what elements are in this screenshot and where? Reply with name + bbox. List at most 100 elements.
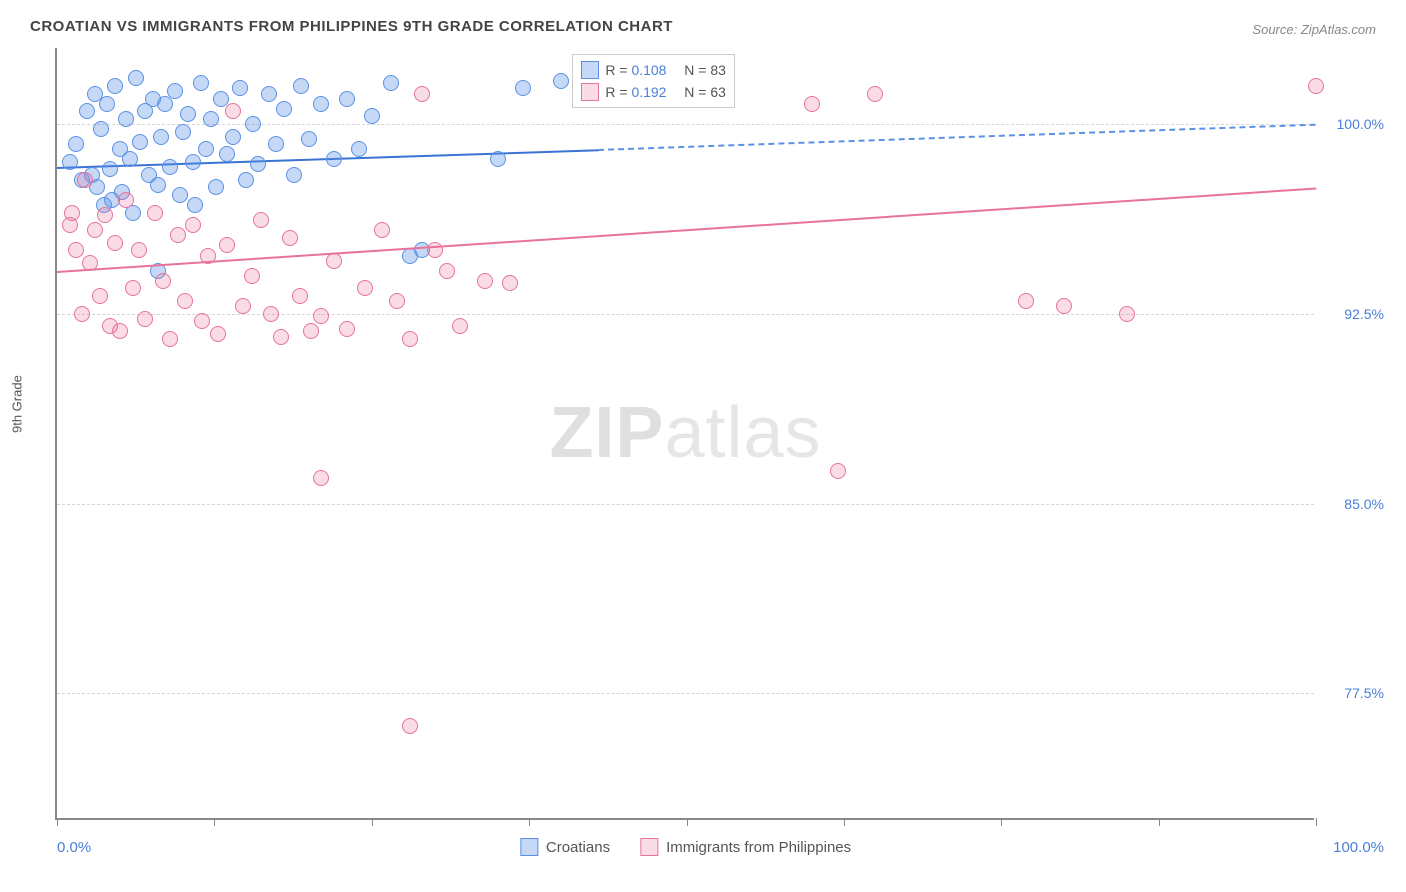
- data-point: [351, 141, 367, 157]
- data-point: [180, 106, 196, 122]
- data-point: [118, 111, 134, 127]
- data-point: [225, 103, 241, 119]
- data-point: [185, 217, 201, 233]
- bottom-legend-label: Croatians: [546, 839, 610, 856]
- data-point: [107, 78, 123, 94]
- data-point: [175, 124, 191, 140]
- data-point: [132, 134, 148, 150]
- correlation-legend: R = 0.108 N = 83 R = 0.192 N = 63: [572, 54, 735, 108]
- gridline: [57, 693, 1314, 694]
- data-point: [477, 273, 493, 289]
- data-point: [77, 172, 93, 188]
- data-point: [213, 91, 229, 107]
- data-point: [79, 103, 95, 119]
- data-point: [1056, 298, 1072, 314]
- data-point: [263, 306, 279, 322]
- data-point: [210, 326, 226, 342]
- data-point: [235, 298, 251, 314]
- data-point: [357, 280, 373, 296]
- x-axis-max-label: 100.0%: [1333, 839, 1384, 856]
- bottom-legend-label: Immigrants from Philippines: [666, 839, 851, 856]
- data-point: [804, 96, 820, 112]
- data-point: [87, 222, 103, 238]
- data-point: [200, 248, 216, 264]
- data-point: [170, 227, 186, 243]
- legend-row: R = 0.108 N = 83: [581, 59, 726, 81]
- data-point: [232, 80, 248, 96]
- legend-swatch: [640, 838, 658, 856]
- data-point: [245, 116, 261, 132]
- watermark-zip: ZIP: [549, 393, 664, 473]
- x-tick: [1001, 818, 1002, 826]
- data-point: [293, 78, 309, 94]
- data-point: [553, 73, 569, 89]
- data-point: [339, 321, 355, 337]
- data-point: [273, 329, 289, 345]
- x-tick: [1316, 818, 1317, 826]
- data-point: [867, 86, 883, 102]
- data-point: [172, 187, 188, 203]
- data-point: [402, 718, 418, 734]
- data-point: [208, 179, 224, 195]
- legend-r-text: R = 0.192 N = 63: [605, 84, 726, 100]
- watermark-atlas: atlas: [664, 393, 821, 473]
- x-tick: [57, 818, 58, 826]
- data-point: [219, 146, 235, 162]
- regression-line: [57, 187, 1316, 273]
- data-point: [439, 263, 455, 279]
- data-point: [414, 86, 430, 102]
- data-point: [82, 255, 98, 271]
- data-point: [203, 111, 219, 127]
- x-tick: [844, 818, 845, 826]
- data-point: [162, 159, 178, 175]
- data-point: [313, 470, 329, 486]
- data-point: [292, 288, 308, 304]
- x-tick: [1159, 818, 1160, 826]
- data-point: [374, 222, 390, 238]
- data-point: [194, 313, 210, 329]
- chart-plot-area: 9th Grade ZIPatlas 0.0% 100.0% R = 0.108…: [55, 48, 1314, 820]
- x-tick: [214, 818, 215, 826]
- x-tick: [529, 818, 530, 826]
- data-point: [107, 235, 123, 251]
- data-point: [112, 323, 128, 339]
- data-point: [137, 311, 153, 327]
- data-point: [389, 293, 405, 309]
- data-point: [830, 463, 846, 479]
- data-point: [198, 141, 214, 157]
- y-tick-label: 100.0%: [1337, 116, 1384, 132]
- y-tick-label: 92.5%: [1344, 306, 1384, 322]
- data-point: [502, 275, 518, 291]
- regression-line-dashed: [598, 124, 1316, 151]
- data-point: [74, 306, 90, 322]
- data-point: [102, 161, 118, 177]
- data-point: [225, 129, 241, 145]
- data-point: [99, 96, 115, 112]
- bottom-legend-item: Croatians: [520, 838, 610, 856]
- data-point: [93, 121, 109, 137]
- data-point: [153, 129, 169, 145]
- data-point: [162, 331, 178, 347]
- data-point: [402, 331, 418, 347]
- legend-swatch: [581, 61, 599, 79]
- data-point: [187, 197, 203, 213]
- data-point: [97, 207, 113, 223]
- data-point: [515, 80, 531, 96]
- data-point: [250, 156, 266, 172]
- source-label: Source:: [1252, 22, 1297, 37]
- data-point: [68, 136, 84, 152]
- data-point: [383, 75, 399, 91]
- data-point: [282, 230, 298, 246]
- data-point: [150, 177, 166, 193]
- data-point: [185, 154, 201, 170]
- data-point: [313, 96, 329, 112]
- data-point: [326, 253, 342, 269]
- data-point: [326, 151, 342, 167]
- bottom-legend-item: Immigrants from Philippines: [640, 838, 851, 856]
- source-name: ZipAtlas.com: [1301, 22, 1376, 37]
- data-point: [301, 131, 317, 147]
- data-point: [364, 108, 380, 124]
- watermark: ZIPatlas: [549, 392, 821, 474]
- data-point: [268, 136, 284, 152]
- data-point: [125, 280, 141, 296]
